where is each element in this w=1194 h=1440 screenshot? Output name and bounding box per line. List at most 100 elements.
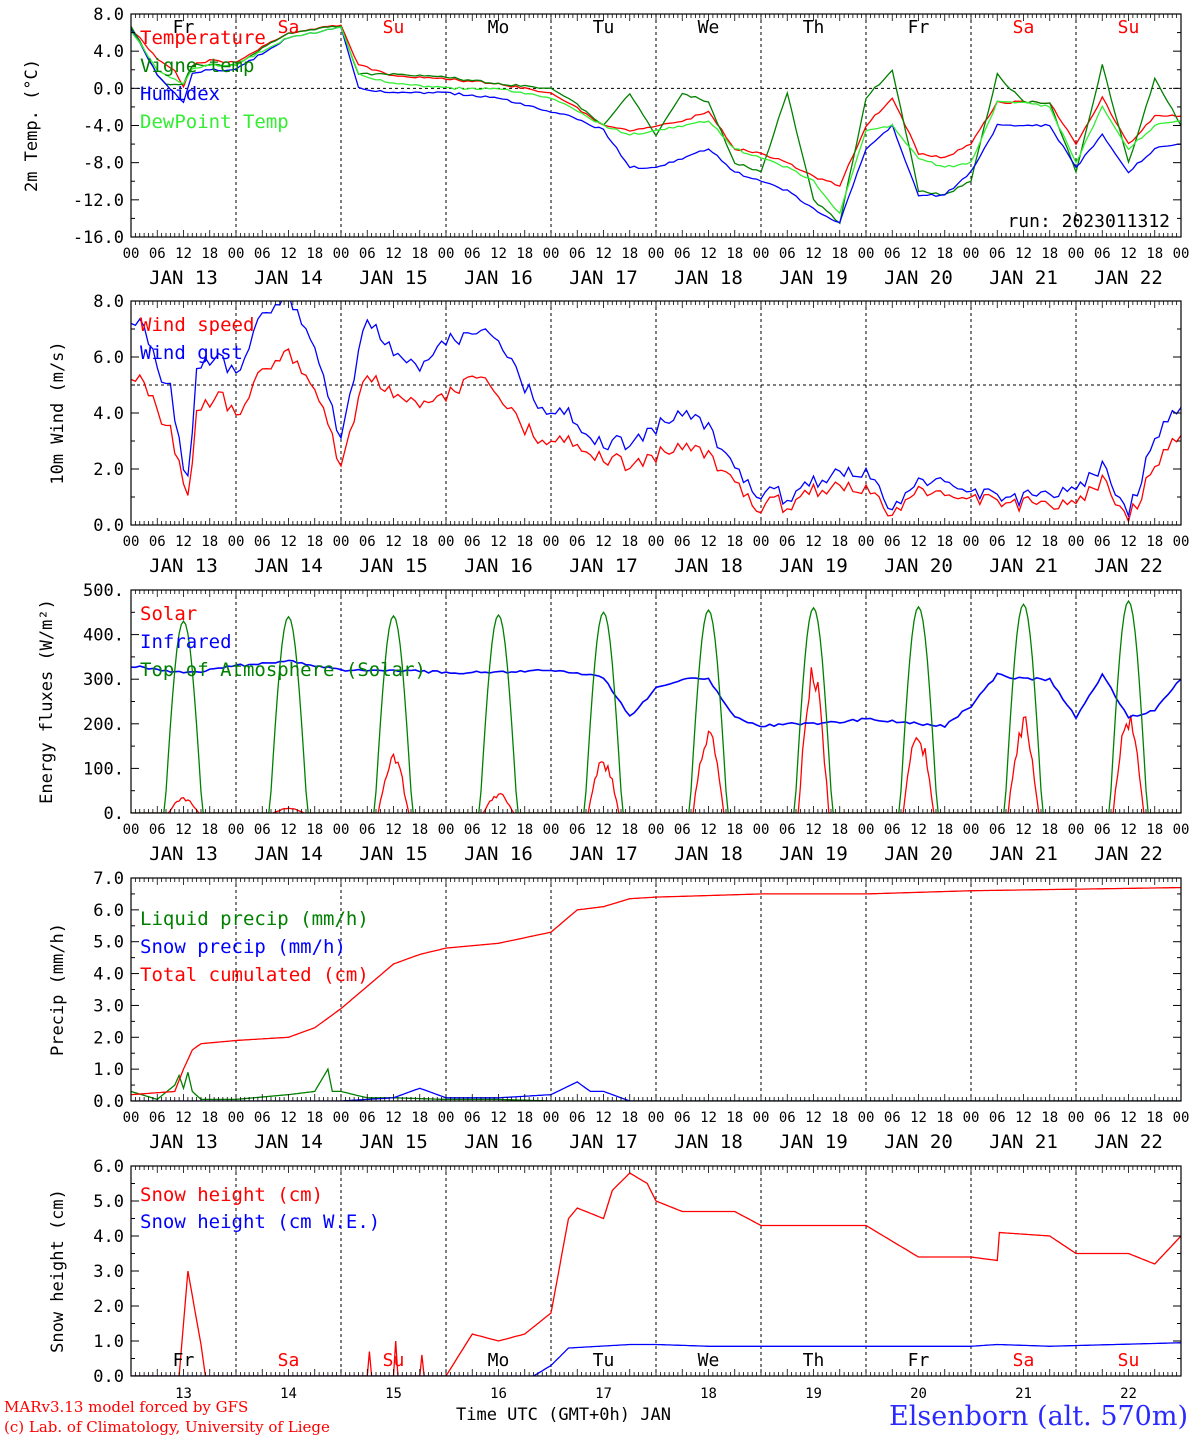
hour-label: 06 [254,1110,271,1126]
date-label: JAN 13 [149,267,218,289]
hour-label: 12 [1015,534,1032,550]
legend-entry-3: Top of Atmosphere (Solar) [140,659,426,681]
day-label: We [698,17,720,38]
hour-label: 06 [1094,534,1111,550]
y-tick-label: 0. [104,804,124,824]
legend-entry-1: Snow height (cm) [140,1184,323,1206]
y-tick-label: 400. [83,626,124,646]
y-axis-label: 2m Temp. (°C) [22,59,42,192]
hour-label: 06 [884,534,901,550]
hour-label: 12 [490,246,507,262]
hour-label: 12 [595,534,612,550]
hour-label: 00 [858,246,875,262]
y-tick-label: 5.0 [93,1192,124,1212]
hour-label: 18 [1041,1110,1058,1126]
hour-label: 06 [989,246,1006,262]
legend-entry-2: Snow height (cm W.E.) [140,1211,380,1233]
hour-label: 18 [201,534,218,550]
y-tick-label: 6.0 [93,1157,124,1177]
date-label: JAN 19 [779,843,848,865]
hour-label: 06 [1094,1110,1111,1126]
hour-label: 18 [411,1110,428,1126]
hour-label: 18 [201,822,218,838]
y-axis-label: Snow height (cm) [48,1189,68,1353]
y-tick-label: 1.0 [93,1332,124,1352]
series-line-2 [131,1342,1181,1376]
date-label: JAN 14 [254,267,323,289]
hour-label: 18 [831,534,848,550]
date-label: JAN 14 [254,1131,323,1153]
day-number-label: 13 [175,1386,192,1402]
day-number-label: 17 [595,1386,612,1402]
hour-label: 18 [936,246,953,262]
y-tick-label: 4.0 [93,1227,124,1247]
hour-label: 00 [333,822,350,838]
hour-label: 06 [464,822,481,838]
y-tick-label: 200. [83,715,124,735]
hour-label: 06 [359,246,376,262]
hour-label: 00 [543,1110,560,1126]
hour-label: 12 [595,1110,612,1126]
hour-label: 06 [149,822,166,838]
hour-label: 06 [464,534,481,550]
hour-label: 06 [779,1110,796,1126]
day-label: Mo [488,1350,510,1371]
hour-label: 12 [490,534,507,550]
hour-label: 12 [595,246,612,262]
date-label: JAN 17 [569,843,638,865]
hour-label: 00 [753,246,770,262]
series-line-1 [131,1172,1181,1376]
series-line-2 [131,659,1181,729]
hour-label: 18 [306,534,323,550]
hour-label: 00 [858,534,875,550]
day-label: Sa [1013,17,1035,38]
hour-label: 00 [543,246,560,262]
date-label: JAN 22 [1094,843,1163,865]
date-label: JAN 16 [464,267,533,289]
hour-label: 06 [254,534,271,550]
y-tick-label: 0.0 [93,1367,124,1387]
hour-label: 06 [464,246,481,262]
hour-label: 00 [1173,534,1190,550]
hour-label: 06 [149,246,166,262]
series-line-2 [131,301,1181,519]
hour-label: 18 [726,822,743,838]
date-label: JAN 21 [989,555,1058,577]
legend-entry-4: DewPoint Temp [140,111,289,133]
hour-label: 18 [621,1110,638,1126]
y-tick-label: 4.0 [93,42,124,62]
day-label: Fr [908,1350,930,1371]
day-label: Mo [488,17,510,38]
day-label: Tu [593,17,615,38]
hour-label: 00 [858,1110,875,1126]
day-number-label: 21 [1015,1386,1032,1402]
hour-label: 12 [910,246,927,262]
hour-label: 18 [306,822,323,838]
y-tick-label: 3.0 [93,996,124,1016]
series-line-3 [131,886,1181,1096]
series-group [131,301,1181,524]
y-axis-label: Energy fluxes (W/m²) [37,599,57,804]
hour-label: 18 [936,822,953,838]
date-label: JAN 14 [254,843,323,865]
series-line-1 [131,1067,1181,1101]
hour-label: 00 [648,534,665,550]
hour-label: 12 [175,534,192,550]
y-tick-label: 0.0 [93,516,124,536]
legend-entry-1: Temperature [140,27,266,49]
hour-label: 18 [831,822,848,838]
date-label: JAN 15 [359,1131,428,1153]
hour-label: 00 [753,534,770,550]
hour-label: 06 [779,534,796,550]
hour-label: 12 [1120,822,1137,838]
hour-label: 06 [359,822,376,838]
hour-label: 18 [1041,246,1058,262]
hour-label: 18 [1146,822,1163,838]
hour-label: 18 [306,246,323,262]
y-tick-label: 2.0 [93,1028,124,1048]
day-number-label: 22 [1120,1386,1137,1402]
hour-label: 06 [254,246,271,262]
date-label: JAN 21 [989,267,1058,289]
panel-5: 6.0 5.0 4.0 3.0 2.0 1.0 0.0 Snow height (cm) Sno… [48,1157,1182,1402]
hour-label: 12 [385,534,402,550]
